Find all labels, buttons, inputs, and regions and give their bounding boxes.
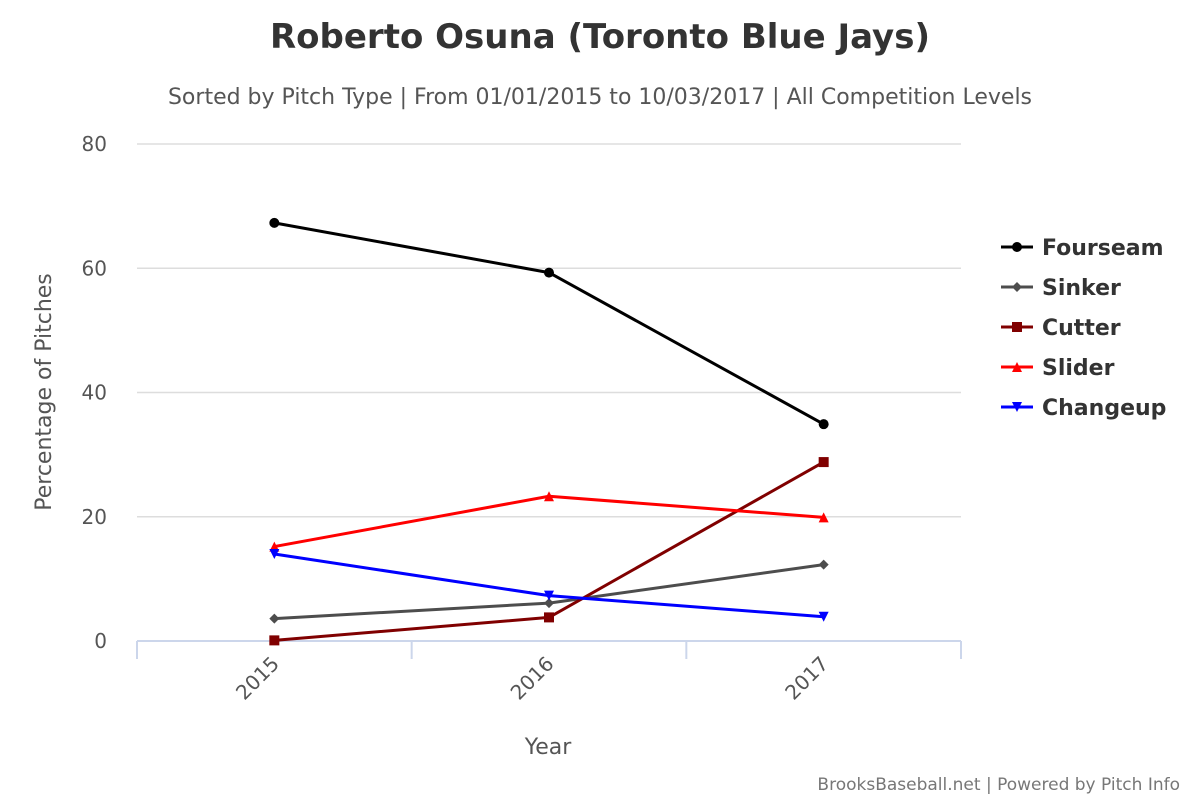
y-axis-label: Percentage of Pitches xyxy=(32,273,57,511)
x-axis-ticks: 2015 2016 2017 xyxy=(136,641,962,705)
data-point-changeup-2016[interactable] xyxy=(544,590,554,601)
series-sinker xyxy=(269,559,829,624)
legend-label-cutter: Cutter xyxy=(1042,316,1121,341)
legend-marker-slider xyxy=(1012,362,1022,372)
data-point-cutter-2016[interactable] xyxy=(544,612,554,623)
data-point-fourseam-2015[interactable] xyxy=(269,217,280,228)
legend-item-slider[interactable]: Slider xyxy=(1001,356,1115,381)
series-line-slider xyxy=(274,494,824,549)
data-point-cutter-2015[interactable] xyxy=(269,635,280,646)
data-point-slider-2017[interactable] xyxy=(818,512,829,523)
series-slider xyxy=(269,491,829,552)
legend[interactable]: Fourseam Sinker Cutter Slider Changeup xyxy=(1001,236,1166,421)
y-tick-label-20: 20 xyxy=(82,505,107,529)
legend-item-fourseam[interactable]: Fourseam xyxy=(1001,236,1164,261)
legend-item-changeup[interactable]: Changeup xyxy=(1001,396,1166,421)
y-tick-label-80: 80 xyxy=(82,132,107,156)
gridlines xyxy=(137,143,961,518)
legend-marker-sinker xyxy=(1012,282,1022,292)
data-point-slider-2016[interactable] xyxy=(544,491,554,502)
series-line-fourseam xyxy=(274,221,825,426)
legend-item-sinker[interactable]: Sinker xyxy=(1001,276,1121,301)
legend-marker-changeup xyxy=(1012,402,1022,412)
y-tick-label-0: 0 xyxy=(94,629,107,653)
legend-marker-cutter xyxy=(1012,322,1022,332)
series-group xyxy=(269,217,829,646)
x-axis-label: Year xyxy=(524,735,573,760)
legend-label-sinker: Sinker xyxy=(1042,276,1121,301)
chart-subtitle: Sorted by Pitch Type | From 01/01/2015 t… xyxy=(168,85,1032,110)
chart-title: Roberto Osuna (Toronto Blue Jays) xyxy=(270,17,930,57)
data-point-sinker-2016[interactable] xyxy=(544,598,554,609)
data-point-fourseam-2017[interactable] xyxy=(818,419,829,430)
y-tick-label-60: 60 xyxy=(82,256,107,280)
series-cutter xyxy=(269,457,829,646)
legend-label-slider: Slider xyxy=(1042,356,1115,381)
data-point-changeup-2017[interactable] xyxy=(818,611,829,622)
legend-item-cutter[interactable]: Cutter xyxy=(1001,316,1121,341)
data-point-cutter-2017[interactable] xyxy=(818,457,829,468)
x-tick-label-2015: 2015 xyxy=(231,652,284,705)
x-tick-label-2016: 2016 xyxy=(506,652,559,705)
x-tick-label-2017: 2017 xyxy=(780,652,833,705)
data-point-changeup-2015[interactable] xyxy=(269,549,280,560)
data-point-sinker-2015[interactable] xyxy=(269,613,280,624)
legend-label-fourseam: Fourseam xyxy=(1042,236,1164,261)
legend-marker-fourseam xyxy=(1012,242,1022,252)
series-changeup xyxy=(269,549,829,622)
data-point-fourseam-2016[interactable] xyxy=(544,267,554,278)
data-point-sinker-2017[interactable] xyxy=(818,559,829,570)
y-axis-ticks: 0 20 40 60 80 xyxy=(82,132,107,653)
legend-label-changeup: Changeup xyxy=(1042,396,1166,421)
series-fourseam xyxy=(269,217,829,430)
credits-text[interactable]: BrooksBaseball.net | Powered by Pitch In… xyxy=(817,775,1180,795)
y-tick-label-40: 40 xyxy=(82,381,107,405)
